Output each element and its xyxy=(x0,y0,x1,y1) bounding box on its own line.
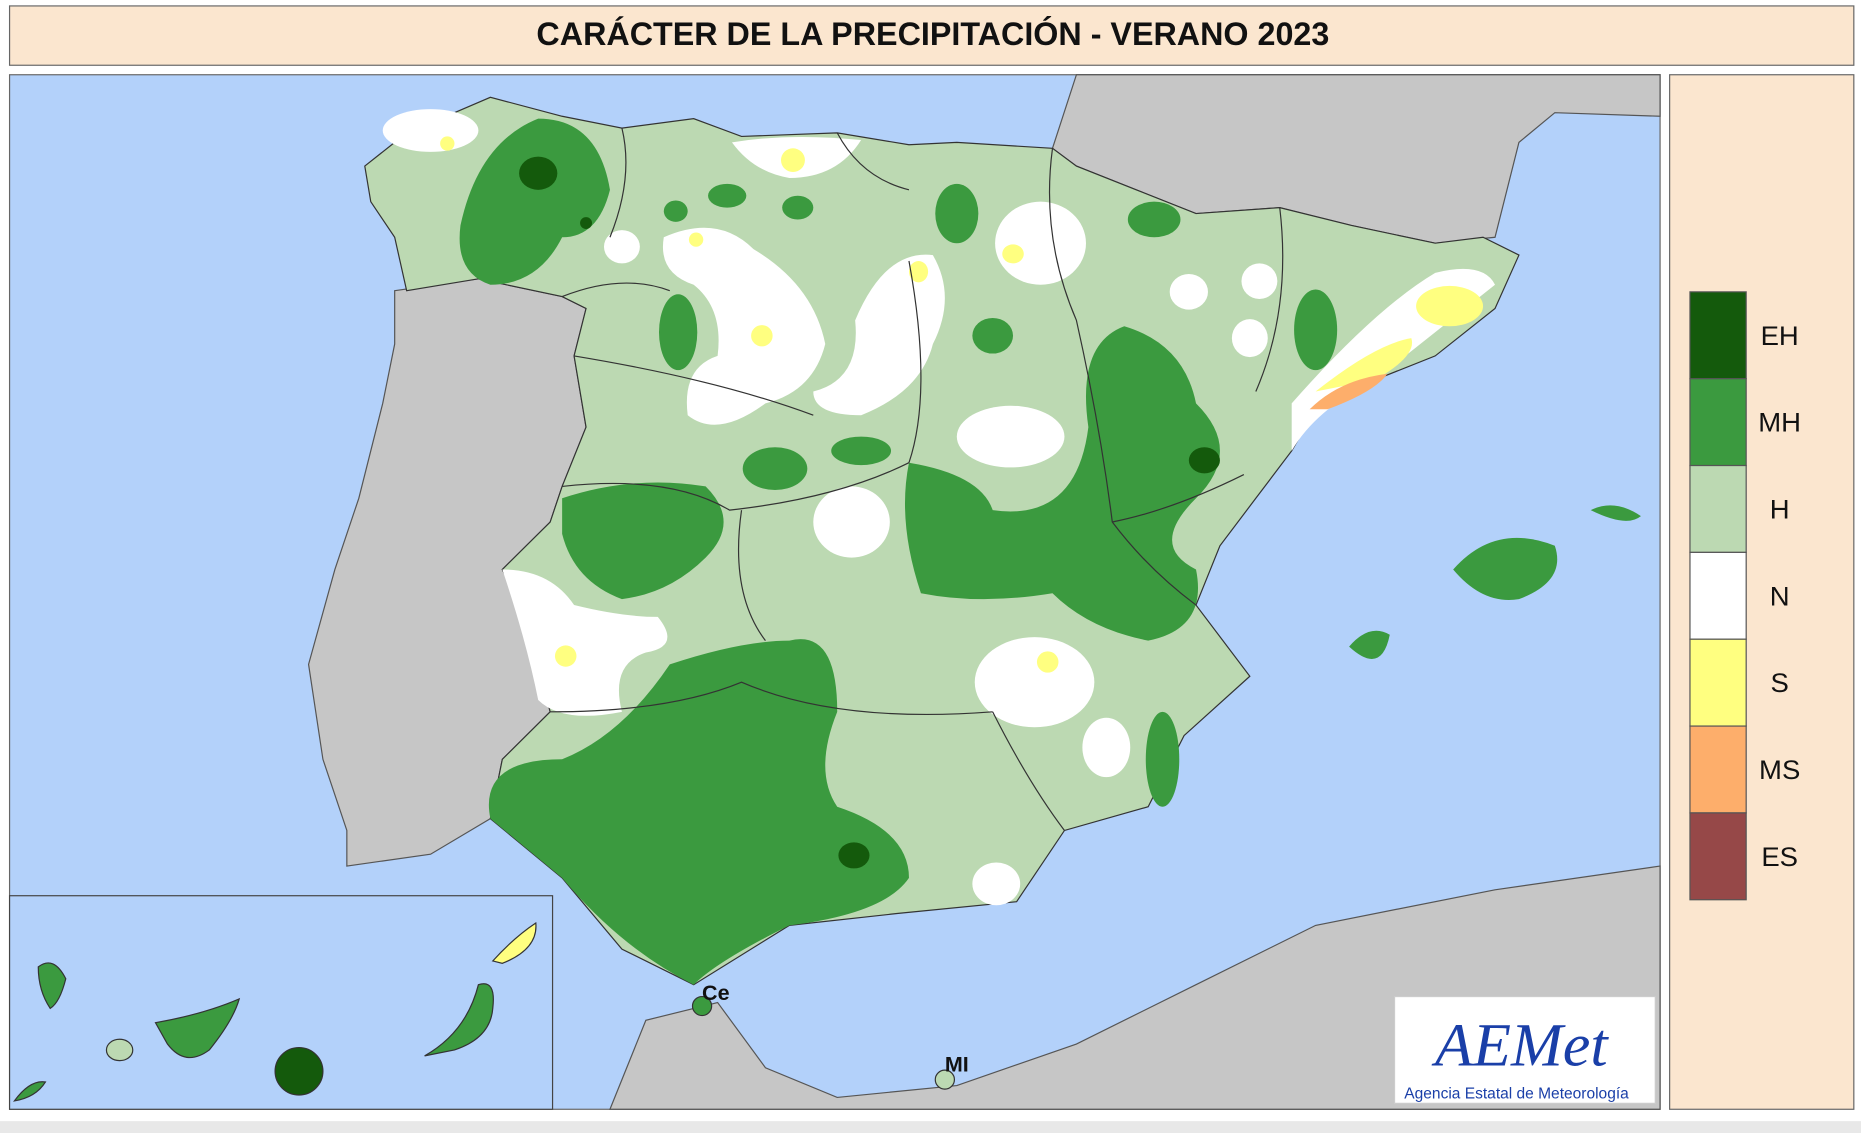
legend-label: ES xyxy=(1761,841,1798,872)
place-label: Ce xyxy=(702,981,730,1005)
legend-swatch xyxy=(1689,291,1747,380)
extremely-humid-areas xyxy=(519,156,1220,869)
legend-label: MS xyxy=(1759,754,1800,785)
legend-swatch xyxy=(1689,725,1747,814)
legend-label: EH xyxy=(1761,320,1799,351)
region-borders xyxy=(550,127,1284,831)
legend-swatch xyxy=(1689,638,1747,727)
logo: AEMet Agencia Estatal de Meteorología xyxy=(1393,995,1656,1104)
legend: EH MH H N S MS ES xyxy=(1689,291,1801,901)
moderately-humid-areas xyxy=(459,118,1641,985)
ceuta-marker xyxy=(691,995,713,1017)
place-label: MI xyxy=(945,1052,969,1076)
legend-label: H xyxy=(1770,494,1790,525)
legend-label: N xyxy=(1770,580,1790,611)
legend-label: MH xyxy=(1758,407,1801,438)
dry-areas xyxy=(440,136,1484,673)
legend-swatch xyxy=(1689,812,1747,901)
legend-swatch xyxy=(1689,464,1747,553)
legend-swatch xyxy=(1689,378,1747,467)
canary-inset xyxy=(8,895,554,1110)
title-bar xyxy=(8,5,1855,66)
logo-text: Agencia Estatal de Meteorología xyxy=(1404,1086,1629,1103)
map-title: CARÁCTER DE LA PRECIPITACIÓN - VERANO 20… xyxy=(536,16,1329,52)
melilla-marker xyxy=(934,1069,956,1090)
legend-label: S xyxy=(1771,667,1789,698)
bottom-bar xyxy=(0,1121,1861,1133)
map: Ce MI AEMet Agencia Estatal de Meteorolo… xyxy=(8,74,1661,1110)
legend-swatch xyxy=(1689,551,1747,640)
logo-name: AEMet xyxy=(1431,1012,1609,1080)
